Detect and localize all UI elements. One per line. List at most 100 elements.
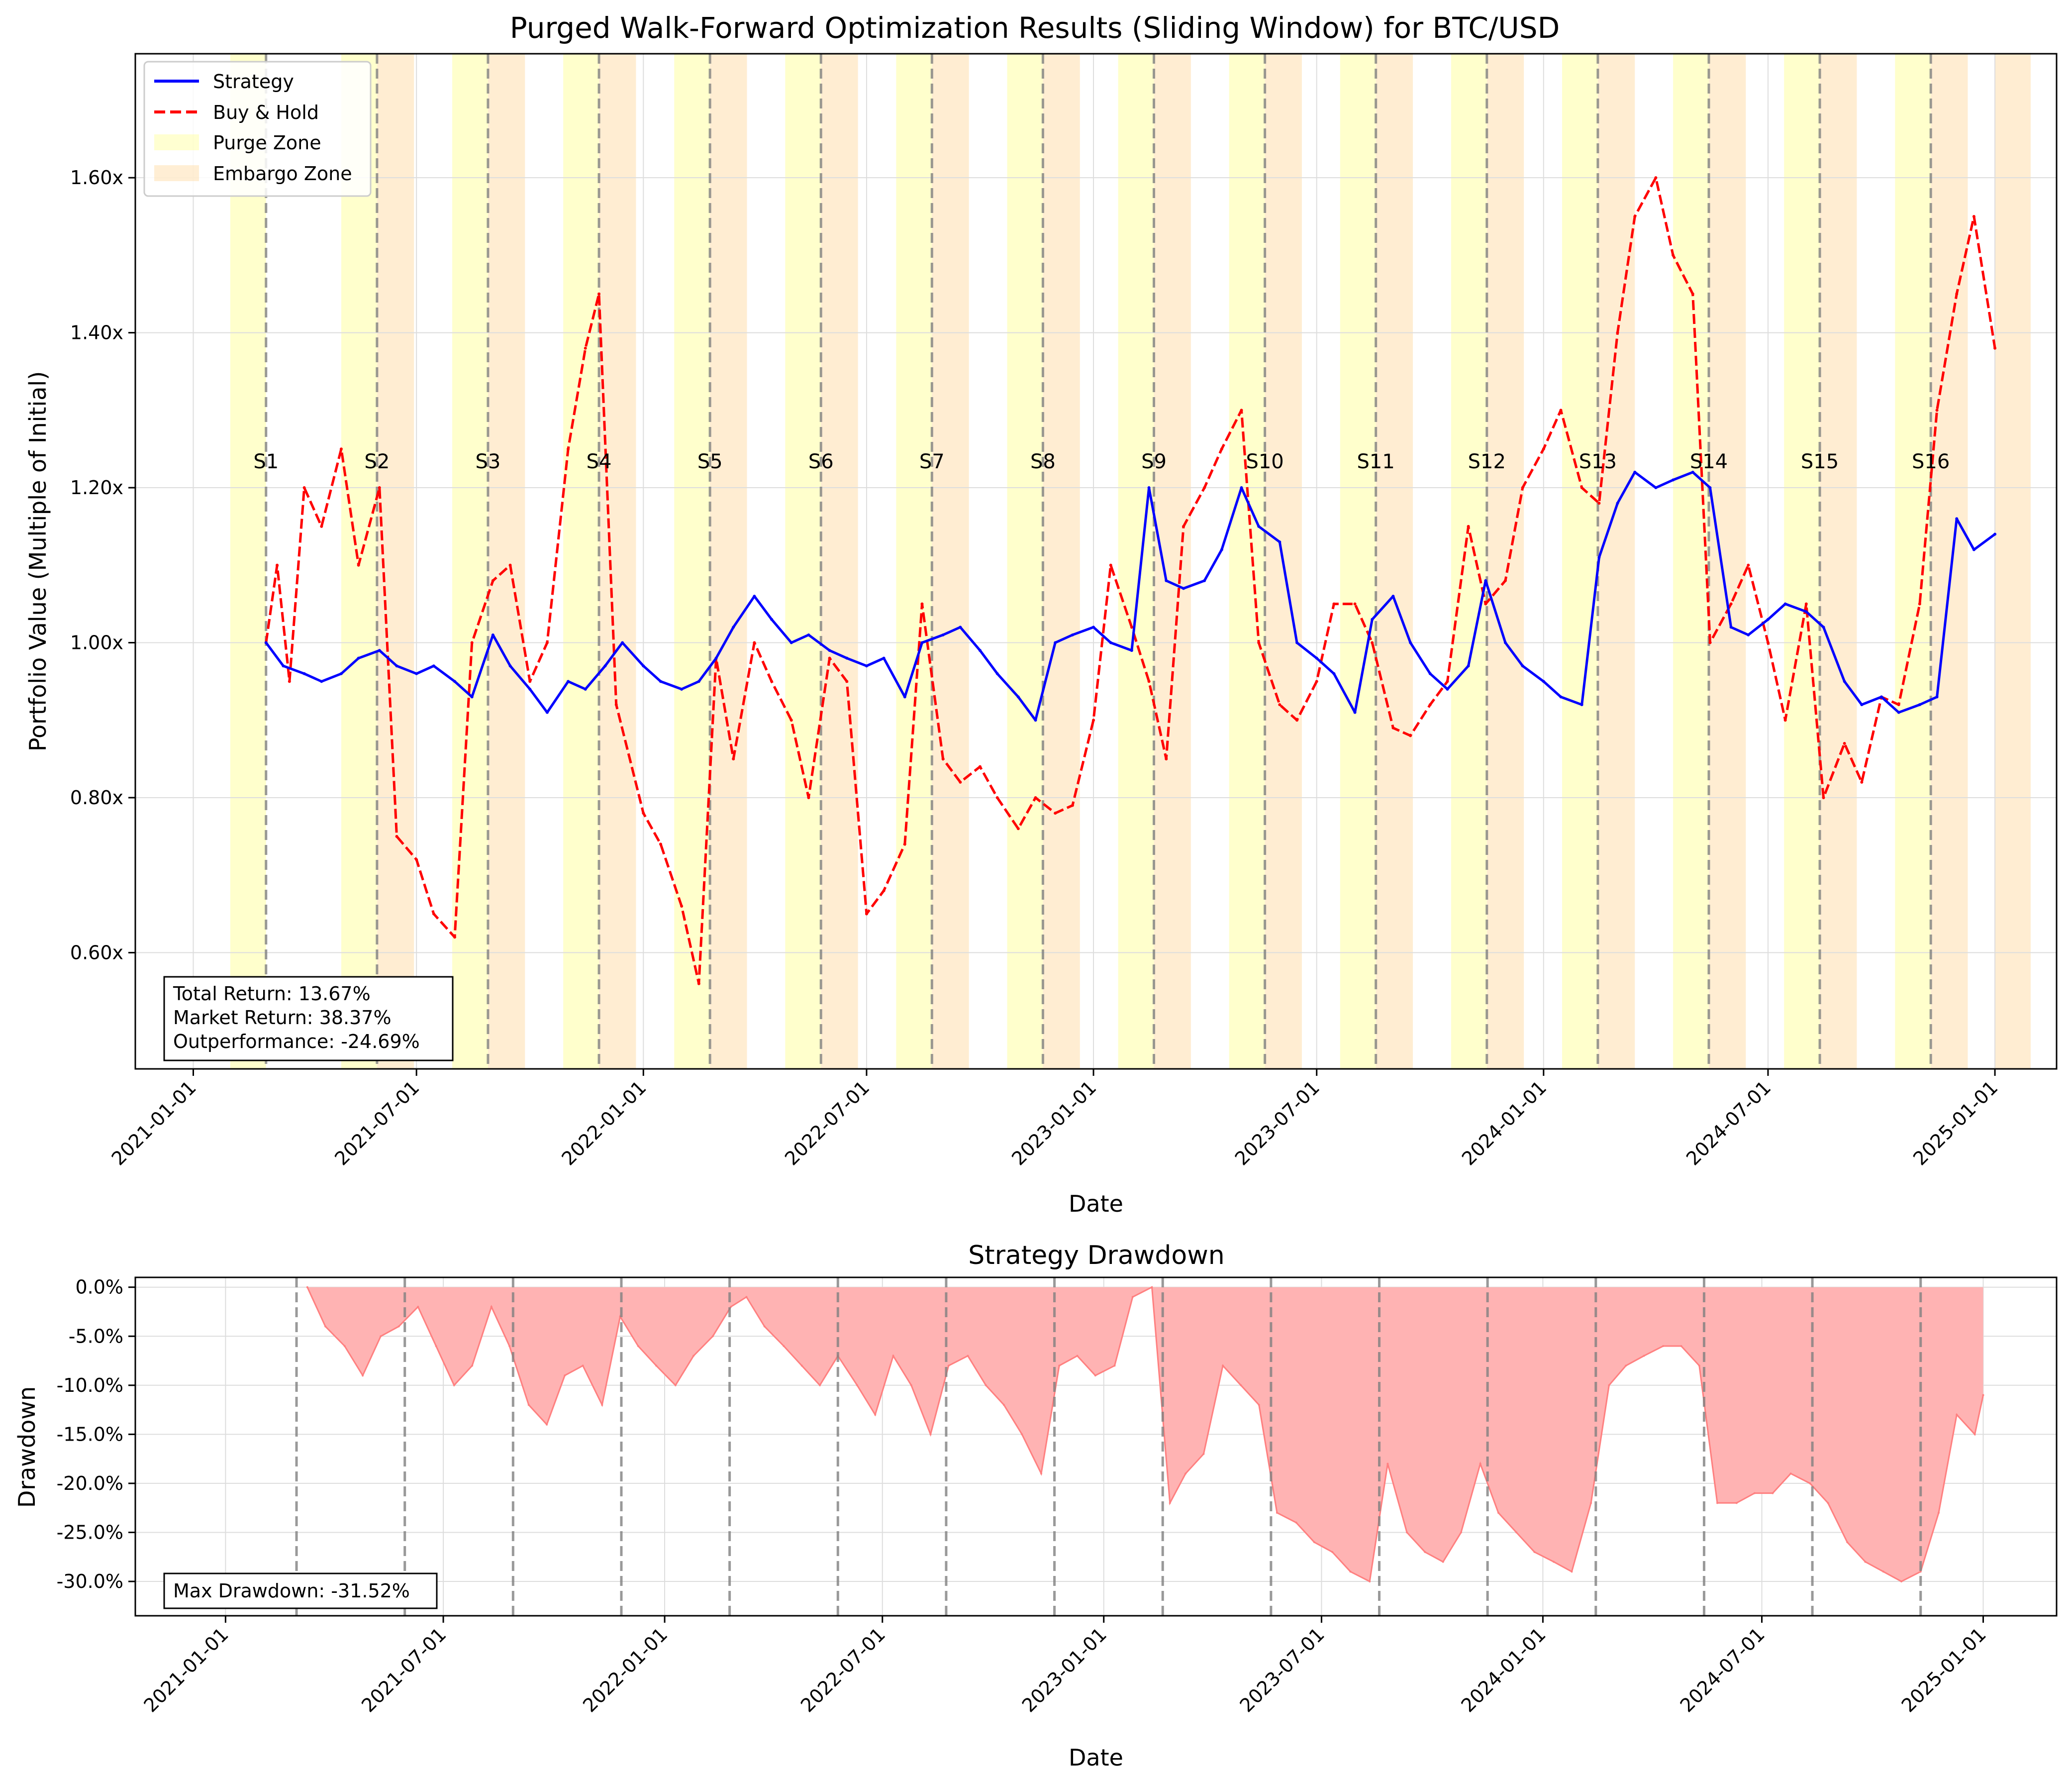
drawdown-point: [985, 1384, 987, 1386]
drawdown-point: [1169, 1502, 1171, 1504]
strategy-point: [1332, 672, 1336, 675]
strategy-point: [680, 687, 684, 691]
strategy-point: [941, 633, 945, 636]
drawdown-chart-title: Strategy Drawdown: [968, 1241, 1224, 1270]
strategy-point: [1484, 579, 1487, 582]
drawdown-point: [1608, 1384, 1610, 1386]
buy-hold-point: [1729, 602, 1733, 606]
strategy-point: [1147, 486, 1151, 490]
strategy-point: [1220, 548, 1223, 551]
buy-hold-point: [1918, 602, 1921, 606]
drawdown-point: [1040, 1472, 1042, 1475]
split-label: S5: [697, 450, 723, 473]
drawdown-point: [967, 1355, 969, 1357]
purge-zone: [896, 54, 932, 1069]
split-label: S4: [587, 450, 612, 473]
split-label: S11: [1357, 450, 1395, 473]
y-tick-label: -30.0%: [57, 1570, 123, 1592]
purge-zone: [452, 54, 488, 1069]
legend-swatch-embargo-zone: [154, 165, 199, 181]
drawdown-point: [1240, 1384, 1242, 1386]
legend: Strategy Buy & Hold Purge Zone Embargo Z…: [143, 61, 372, 197]
strategy-point: [1165, 579, 1168, 582]
buy-hold-point: [680, 904, 684, 908]
legend-label-strategy: Strategy: [213, 71, 294, 93]
drawdown-fill: [307, 1287, 1983, 1581]
strategy-point: [1580, 703, 1583, 707]
split-label: S14: [1690, 450, 1728, 473]
drawdown-point: [1698, 1364, 1700, 1367]
strategy-point: [1240, 486, 1243, 490]
strategy-point: [1182, 587, 1185, 590]
drawdown-point: [417, 1306, 419, 1308]
buy-hold-point: [614, 703, 618, 707]
y-tick-label: -20.0%: [57, 1472, 123, 1494]
drawdown-y-axis: 0.0% -5.0% -10.0% -15.0% -20.0% -25.0% -30.0%: [57, 1276, 135, 1592]
strategy-point: [1371, 618, 1374, 621]
buy-hold-point: [753, 641, 756, 644]
drawdown-point: [1076, 1355, 1079, 1357]
buy-hold-point: [276, 563, 279, 567]
strategy-point: [1672, 478, 1675, 482]
buy-hold-point: [528, 680, 532, 683]
portfolio-y-axis-label: Portfolio Value (Multiple of Initial): [24, 371, 51, 751]
buy-hold-point: [1860, 780, 1864, 784]
drawdown-point: [674, 1384, 677, 1386]
buy-hold-point: [1580, 486, 1583, 490]
y-tick-label: 1.00x: [70, 632, 123, 654]
drawdown-point: [1202, 1453, 1205, 1455]
strategy-point: [714, 656, 718, 660]
drawdown-point: [601, 1404, 603, 1406]
y-tick-label: 0.60x: [70, 941, 123, 963]
drawdown-point: [1386, 1463, 1389, 1465]
max-drawdown-annotation: Max Drawdown: -31.52%: [163, 1572, 438, 1609]
drawdown-point: [1982, 1394, 1984, 1396]
purge-zone: [785, 54, 821, 1069]
split-labels: S1 S2 S3 S4 S5 S6 S7 S8 S9 S10 S11 S12 S13 S14 S15 S16: [253, 450, 1950, 473]
drawdown-point: [1003, 1404, 1005, 1406]
total-return-text: Total Return: 13.67%: [173, 983, 371, 1005]
strategy-point: [1391, 595, 1395, 598]
strategy-point: [1295, 641, 1299, 644]
strategy-point: [1955, 517, 1959, 521]
strategy-point: [903, 695, 906, 699]
strategy-point: [1428, 672, 1432, 675]
strategy-point: [1315, 656, 1318, 660]
drawdown-point: [655, 1364, 658, 1367]
drawdown-point: [1716, 1502, 1719, 1504]
buy-hold-point: [1559, 409, 1563, 412]
strategy-point: [264, 641, 268, 644]
split-label: S2: [364, 450, 390, 473]
buy-hold-point: [1503, 579, 1507, 582]
embargo-zone: [488, 54, 525, 1069]
outperformance-text: Outperformance: -24.69%: [173, 1031, 420, 1052]
strategy-point: [339, 672, 343, 675]
buy-hold-point: [1034, 796, 1037, 799]
strategy-point: [732, 626, 735, 629]
purge-zone: [1118, 54, 1154, 1069]
strategy-point: [1729, 626, 1733, 629]
portfolio-y-axis: 0.60x 0.80x 1.00x 1.20x 1.40x 1.60x: [70, 167, 135, 963]
buy-hold-point: [1257, 641, 1261, 644]
legend-label-purge-zone: Purge Zone: [213, 132, 321, 154]
buy-hold-point: [1182, 524, 1185, 528]
drawdown-point: [1131, 1296, 1134, 1298]
buy-hold-point: [828, 656, 831, 660]
buy-hold-point: [1147, 680, 1151, 683]
buy-hold-point: [642, 812, 645, 815]
strategy-point: [1503, 641, 1507, 644]
buy-hold-point: [1353, 602, 1357, 606]
y-tick-label: -5.0%: [69, 1325, 123, 1347]
buy-hold-point: [1278, 703, 1282, 707]
strategy-point: [845, 656, 849, 660]
strategy-point: [978, 649, 982, 652]
strategy-point: [995, 672, 999, 675]
strategy-point: [1708, 486, 1712, 490]
strategy-point: [1935, 695, 1939, 699]
strategy-point: [621, 641, 624, 644]
y-tick-label: -15.0%: [57, 1423, 123, 1445]
portfolio-chart-grid: [135, 54, 2057, 1069]
drawdown-point: [1442, 1561, 1444, 1563]
drawdown-point: [1349, 1570, 1352, 1573]
strategy-point: [1843, 680, 1846, 683]
